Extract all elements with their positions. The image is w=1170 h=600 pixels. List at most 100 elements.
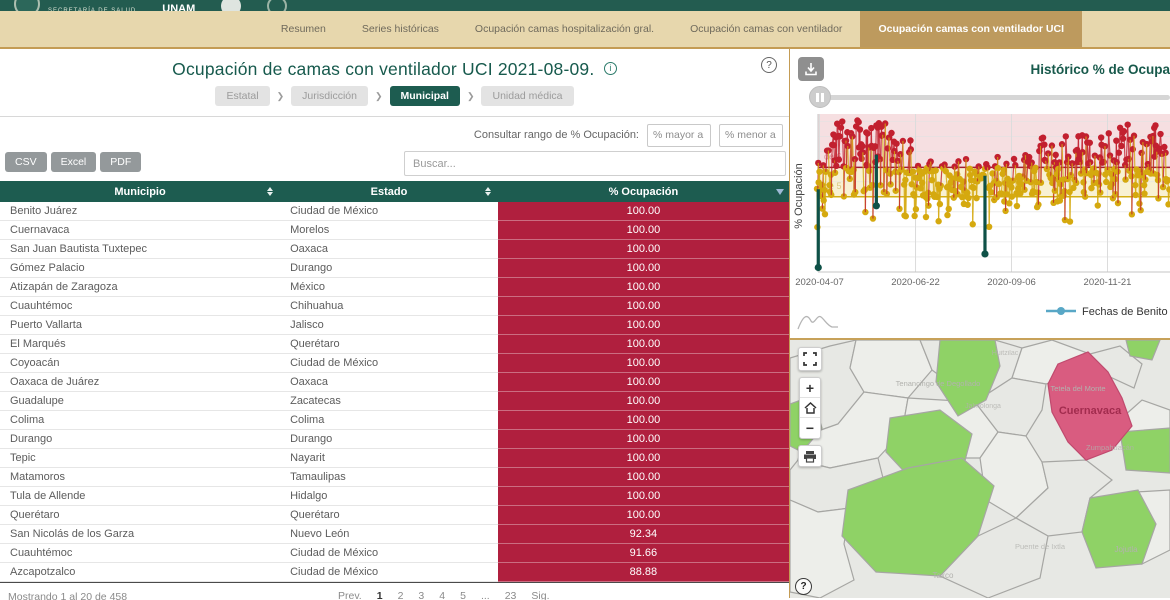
fullscreen-icon [803, 352, 817, 366]
table-row[interactable]: Tula de Allende Hidalgo 100.00 [0, 487, 789, 506]
sort-desc-icon[interactable] [775, 188, 784, 195]
cell-ocupacion: 100.00 [497, 430, 789, 449]
export-pdf-button[interactable]: PDF [100, 152, 142, 172]
print-button[interactable] [798, 445, 822, 467]
pagination-page-2[interactable]: 2 [397, 590, 404, 600]
cell-estado: Ciudad de México [290, 566, 379, 578]
breadcrumb-separator: ❯ [276, 90, 285, 101]
table-row[interactable]: San Juan Bautista Tuxtepec Oaxaca 100.00 [0, 240, 789, 259]
table-row[interactable]: Puerto Vallarta Jalisco 100.00 [0, 316, 789, 335]
occupancy-table: Municipio Estado % Ocupación Benito Juár… [0, 181, 789, 583]
pagination-page-4[interactable]: 4 [439, 590, 446, 600]
table-row[interactable]: Cuauhtémoc Chihuahua 100.00 [0, 297, 789, 316]
map-region-green[interactable] [1119, 427, 1170, 474]
nav-tab-4[interactable]: Ocupación camas con ventilador UCI [860, 11, 1082, 47]
pagination-page-5[interactable]: 5 [460, 590, 466, 600]
history-scatter-chart[interactable]: de 6de 52020-04-072020-06-222020-09-0620… [790, 111, 1170, 338]
svg-text:2020-09-06: 2020-09-06 [987, 277, 1036, 288]
map-panel: Huitzilac Jalmolonga Tenancingo de Degolla… [790, 338, 1170, 598]
column-label: % Ocupación [608, 185, 679, 198]
partner-logo-2 [267, 0, 288, 11]
table-row[interactable]: Atizapán de Zaragoza México 100.00 [0, 278, 789, 297]
cell-ocupacion: 91.66 [497, 544, 789, 563]
home-button[interactable] [800, 398, 820, 418]
chart-range-slider[interactable] [809, 86, 1170, 108]
export-csv-button[interactable]: CSV [5, 152, 47, 172]
table-row[interactable]: El Marqués Querétaro 100.00 [0, 335, 789, 354]
table-row[interactable]: Guadalupe Zacatecas 100.00 [0, 392, 789, 411]
map-label-puente-de-ixtla: Puente de Ixtla [1015, 542, 1066, 551]
map-region[interactable] [790, 499, 855, 598]
breadcrumb-jurisdicción[interactable]: Jurisdicción [291, 86, 368, 106]
column-header-estado[interactable]: Estado [280, 181, 498, 202]
cell-ocupacion: 100.00 [497, 316, 789, 335]
pagination-page-23[interactable]: 23 [504, 590, 517, 600]
zoom-in-button[interactable]: + [800, 378, 820, 398]
cell-estado: Nuevo León [290, 528, 350, 540]
table-row[interactable]: Oaxaca de Juárez Oaxaca 100.00 [0, 373, 789, 392]
breadcrumb-unidad-médica[interactable]: Unidad médica [481, 86, 574, 106]
cell-municipio: Querétaro [10, 509, 60, 521]
table-row[interactable]: Querétaro Querétaro 100.00 [0, 506, 789, 525]
range-filter-label: Consultar rango de % Ocupación: [473, 129, 639, 141]
cell-ocupacion: 100.00 [497, 373, 789, 392]
cell-estado: Morelos [290, 224, 330, 236]
pagination-page-3[interactable]: 3 [418, 590, 425, 600]
breadcrumb-separator: ❯ [466, 90, 475, 101]
sort-icon[interactable] [267, 187, 274, 196]
municipal-map[interactable]: Huitzilac Jalmolonga Tenancingo de Degolla… [790, 340, 1170, 598]
cell-ocupacion: 100.00 [497, 506, 789, 525]
pagination-next[interactable]: Sig. [531, 590, 550, 600]
table-row[interactable]: Colima Colima 100.00 [0, 411, 789, 430]
map-help-icon[interactable]: ? [795, 578, 812, 595]
cell-municipio: El Marqués [10, 338, 66, 350]
column-header-ocupacion[interactable]: % Ocupación [498, 181, 789, 202]
fullscreen-button[interactable] [798, 347, 822, 371]
download-chart-button[interactable] [798, 57, 824, 81]
sort-icon[interactable] [484, 187, 491, 196]
map-region-green[interactable] [935, 340, 1001, 417]
nav-tab-1[interactable]: Series históricas [361, 23, 439, 35]
cell-municipio: Coyoacán [10, 357, 60, 369]
slider-handle[interactable] [809, 86, 831, 108]
nav-tab-0[interactable]: Resumen [280, 23, 326, 35]
breadcrumb-municipal[interactable]: Municipal [389, 86, 460, 106]
nav-tab-2[interactable]: Ocupación camas hospitalización gral. [474, 23, 655, 35]
percent-less-input[interactable] [719, 123, 783, 147]
pagination-page-1[interactable]: 1 [377, 590, 383, 600]
divider [0, 116, 789, 117]
table-row[interactable]: Coyoacán Ciudad de México 100.00 [0, 354, 789, 373]
map-region-green[interactable] [1081, 489, 1157, 569]
table-row[interactable]: Durango Durango 100.00 [0, 430, 789, 449]
table-row[interactable]: Azcapotzalco Ciudad de México 88.88 [0, 563, 789, 582]
table-row[interactable]: Tepic Nayarit 100.00 [0, 449, 789, 468]
table-row[interactable]: Cuauhtémoc Ciudad de México 91.66 [0, 544, 789, 563]
cell-estado: Oaxaca [290, 376, 329, 388]
table-row[interactable]: San Nicolás de los Garza Nuevo León 92.34 [0, 525, 789, 544]
map-region-green[interactable] [1125, 340, 1161, 361]
cell-municipio: Benito Juárez [10, 205, 78, 217]
nav-tab-3[interactable]: Ocupación camas con ventilador [690, 23, 843, 35]
table-row[interactable]: Matamoros Tamaulipas 100.00 [0, 468, 789, 487]
cell-estado: Ciudad de México [290, 357, 379, 369]
info-icon[interactable]: i [603, 61, 617, 75]
help-icon[interactable]: ? [761, 57, 777, 73]
cell-estado: Querétaro [290, 509, 340, 521]
breadcrumb-estatal[interactable]: Estatal [215, 86, 270, 106]
svg-text:2020-11-21: 2020-11-21 [1084, 277, 1132, 288]
column-header-municipio[interactable]: Municipio [0, 181, 280, 202]
export-excel-button[interactable]: Excel [50, 152, 97, 172]
zoom-out-button[interactable]: − [805, 420, 815, 436]
cell-estado: Chihuahua [290, 300, 344, 312]
pagination-prev[interactable]: Prev. [338, 590, 362, 600]
table-row[interactable]: Benito Juárez Ciudad de México 100.00 [0, 202, 789, 221]
table-row[interactable]: Cuernavaca Morelos 100.00 [0, 221, 789, 240]
search-input[interactable] [404, 151, 786, 176]
map-region-green[interactable] [841, 457, 995, 577]
print-icon [804, 450, 816, 463]
map-region-cuernavaca[interactable] [1047, 351, 1133, 461]
table-row[interactable]: Gómez Palacio Durango 100.00 [0, 259, 789, 278]
percent-greater-input[interactable] [647, 123, 711, 147]
cell-municipio: Tula de Allende [10, 490, 86, 502]
logo-strip: SECRETARÍA DE SALUD UNAM [14, 0, 288, 11]
